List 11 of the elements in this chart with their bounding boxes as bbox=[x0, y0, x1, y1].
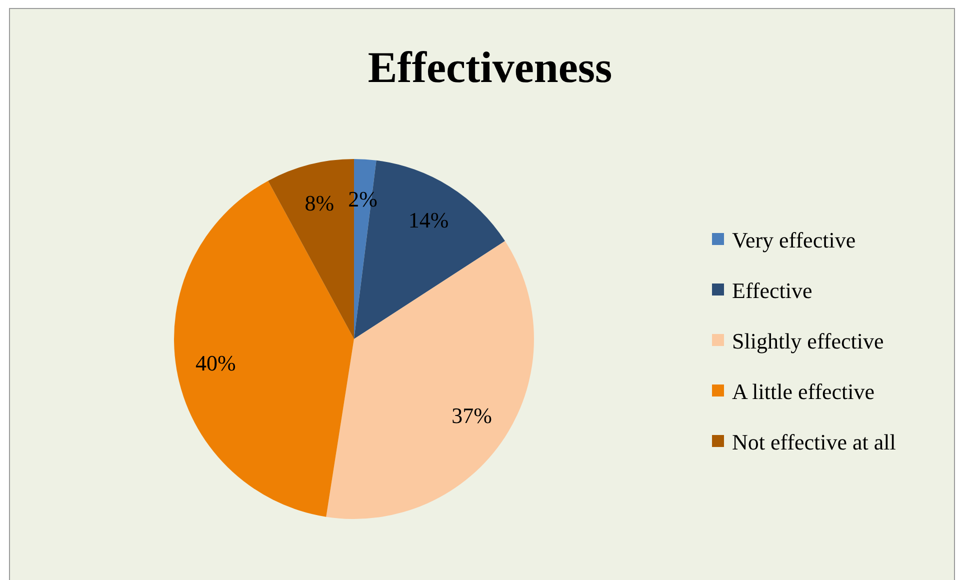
legend-label: Very effective bbox=[732, 228, 856, 253]
data-label: 40% bbox=[195, 350, 236, 376]
data-label: 14% bbox=[408, 208, 449, 233]
pie-slice bbox=[326, 241, 534, 519]
legend-label: Slightly effective bbox=[732, 328, 884, 354]
data-label: 37% bbox=[452, 403, 492, 428]
legend-label: A little effective bbox=[732, 379, 875, 404]
legend-label: Not effective at all bbox=[732, 430, 896, 455]
data-label: 8% bbox=[304, 190, 334, 216]
chart-title: Effectiveness bbox=[368, 43, 612, 92]
legend-label: Effective bbox=[732, 278, 812, 304]
